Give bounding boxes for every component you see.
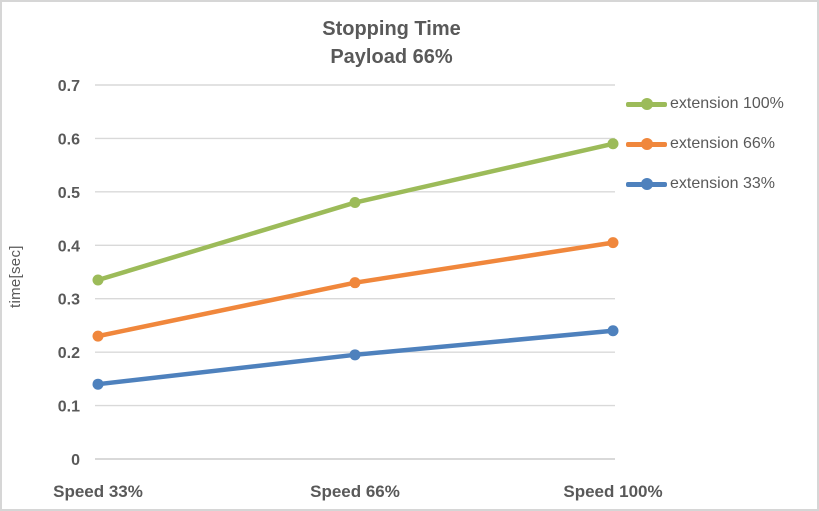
y-tick-label: 0.1	[58, 399, 80, 416]
data-point-marker	[607, 237, 619, 249]
legend-label: extension 33%	[670, 175, 775, 192]
legend-label: extension 100%	[670, 95, 784, 112]
data-point-marker	[349, 349, 361, 361]
chart-title: Stopping Time Payload 66%	[2, 15, 781, 71]
x-tick-label: Speed 66%	[310, 482, 400, 501]
legend-line-marker-icon	[626, 98, 667, 110]
data-point-marker	[92, 330, 104, 342]
y-tick-label: 0.4	[58, 238, 80, 255]
data-point-marker	[607, 325, 619, 337]
y-tick-label: 0.5	[58, 185, 80, 202]
legend-dot-icon	[640, 178, 653, 190]
y-tick-label: 0.2	[58, 345, 80, 362]
y-tick-label: 0.7	[58, 78, 80, 95]
y-tick-label: 0.6	[58, 131, 80, 148]
legend-dot-icon	[640, 138, 653, 150]
data-point-marker	[92, 378, 104, 390]
legend-line-marker-icon	[626, 138, 667, 150]
series-line	[95, 141, 616, 283]
x-tick-label: Speed 100%	[563, 482, 662, 501]
y-tick-label: 0	[71, 452, 80, 469]
legend-label: extension 66%	[670, 135, 775, 152]
data-point-marker	[607, 138, 619, 150]
y-tick-label: 0.3	[58, 292, 80, 309]
chart-title-line2: Payload 66%	[330, 46, 453, 68]
data-point-marker	[349, 277, 361, 289]
legend-line-marker-icon	[626, 178, 667, 190]
legend-item: extension 33%	[626, 170, 784, 198]
legend: extension 100% extension 66% extension 33%	[626, 90, 784, 198]
legend-item: extension 100%	[626, 90, 784, 118]
legend-dot-icon	[640, 98, 653, 110]
x-tick-label: Speed 33%	[53, 482, 143, 501]
legend-item: extension 66%	[626, 130, 784, 158]
data-point-marker	[92, 274, 104, 286]
chart-title-line1: Stopping Time	[322, 18, 461, 40]
data-point-marker	[349, 197, 361, 209]
